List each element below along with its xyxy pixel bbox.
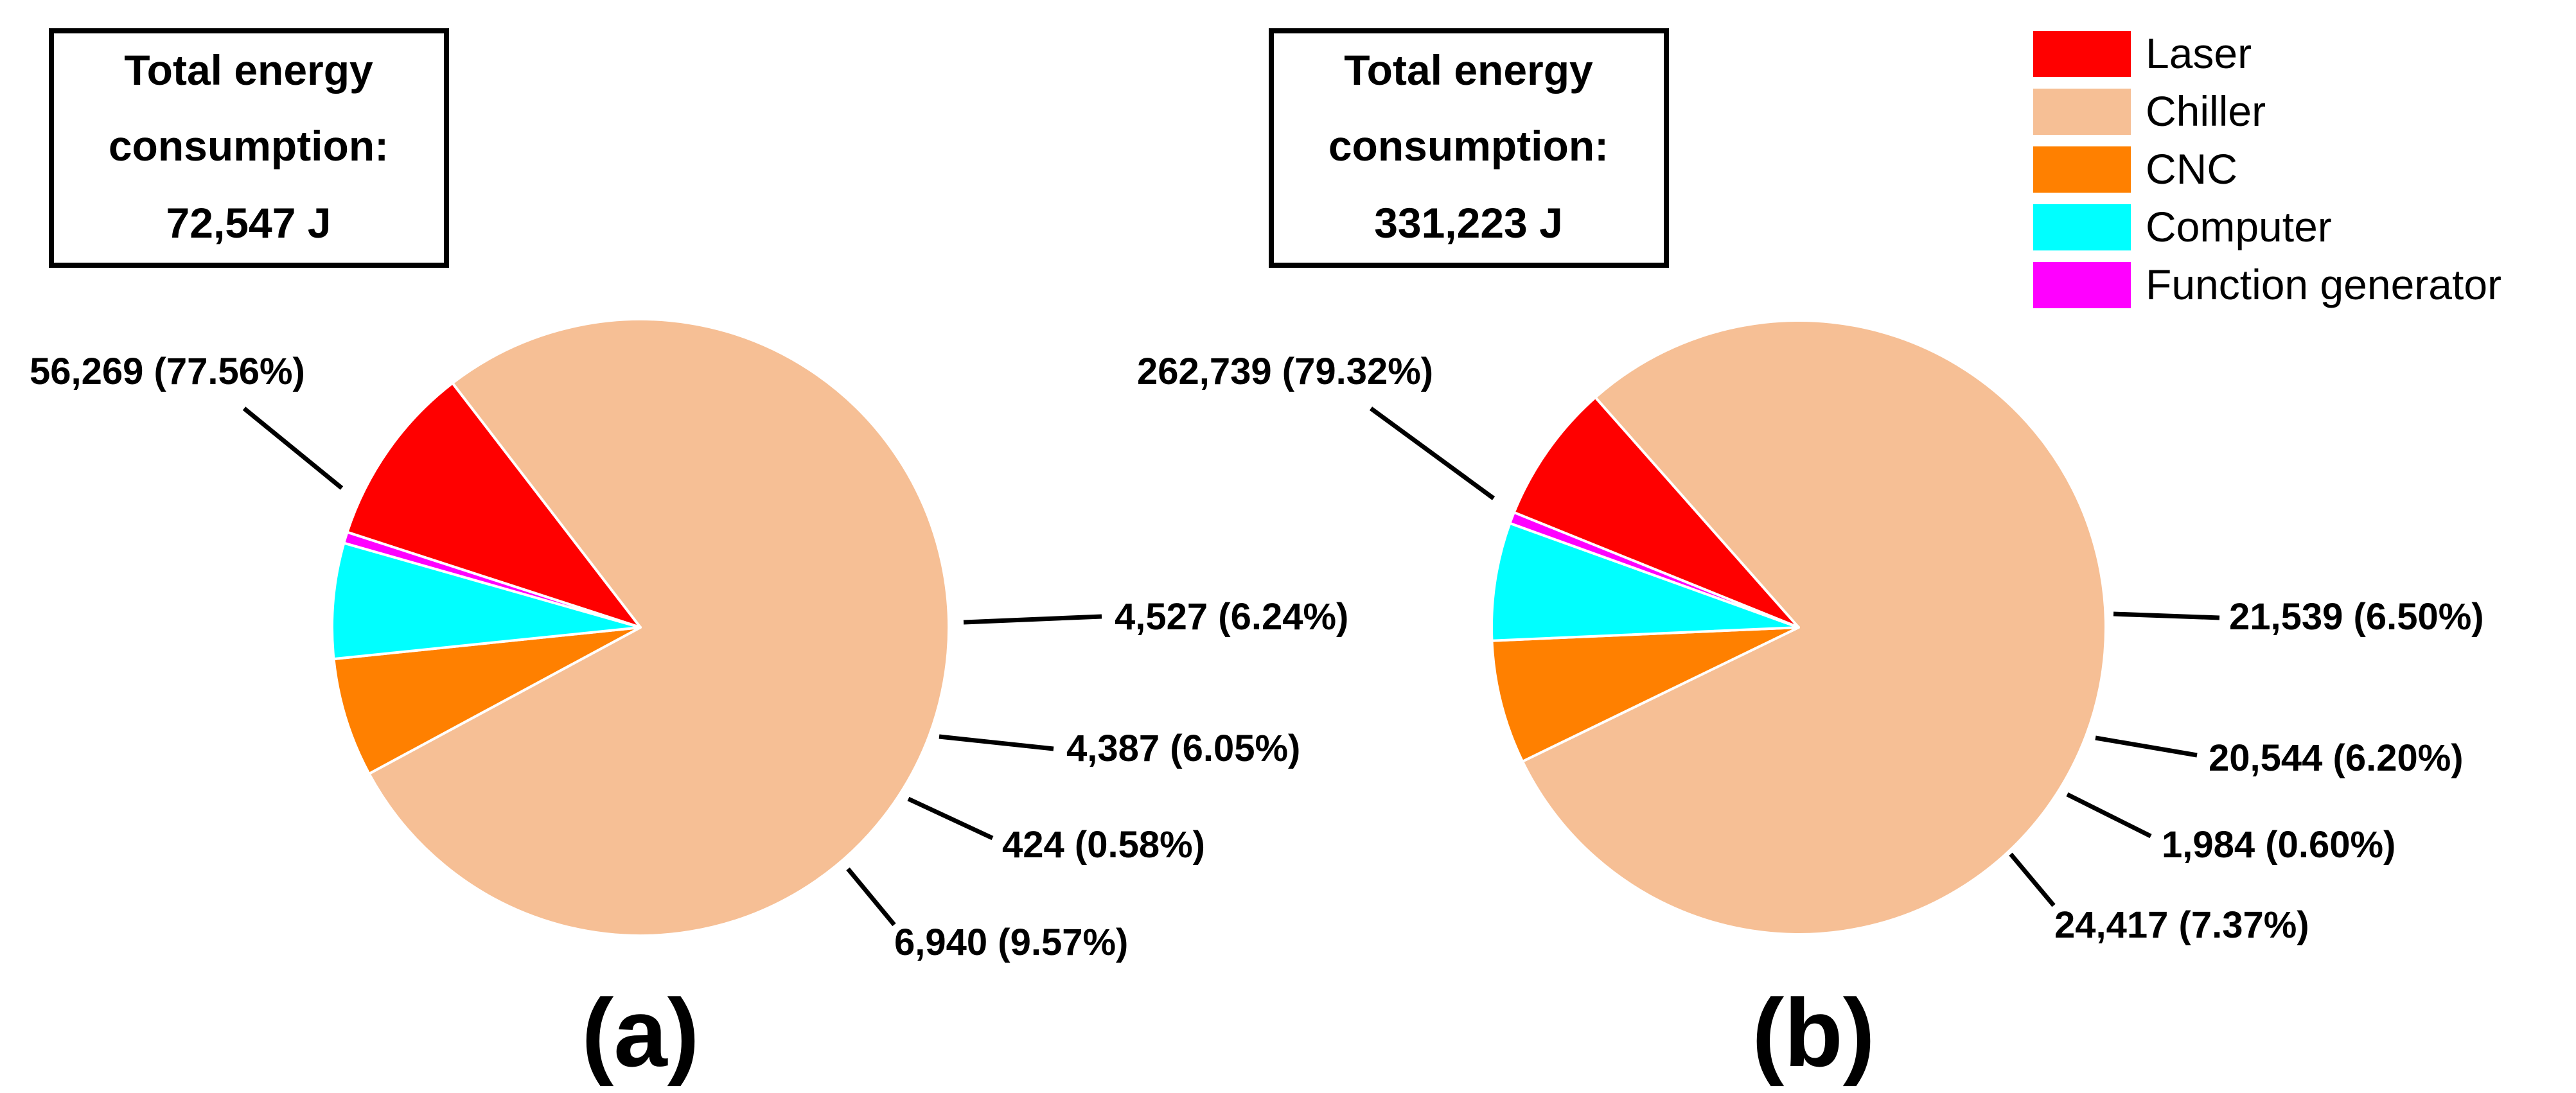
pie-chart-b: [1490, 319, 2107, 936]
legend-swatch-chiller: [2033, 89, 2131, 135]
pie-slice-function-generator: [342, 530, 642, 629]
data-label-b-laser: 24,417 (7.37%): [2054, 904, 2309, 946]
legend-swatch-laser: [2033, 31, 2131, 77]
leader-line-a-chiller: [242, 407, 344, 490]
total-box-a-line3: 72,547 J: [166, 199, 331, 247]
data-label-b-cnc: 21,539 (6.50%): [2229, 596, 2484, 638]
data-label-a-chiller: 56,269 (77.56%): [30, 351, 305, 392]
pie-slice-cnc: [1490, 626, 1800, 763]
legend-label-chiller: Chiller: [2146, 87, 2266, 135]
pie-slice-chiller: [367, 318, 950, 937]
leader-line-b-computer: [2095, 735, 2198, 758]
total-box-a-frame: [49, 28, 449, 268]
legend: Laser Chiller CNC Computer Function gene…: [2033, 30, 2501, 308]
pie-slice-laser: [1512, 396, 1800, 629]
pie-slice-computer: [1490, 521, 1800, 642]
leader-line-b-function-generator: [2066, 792, 2152, 839]
total-box-a-line2: consumption:: [109, 122, 389, 170]
leader-line-a-laser: [846, 867, 896, 927]
data-label-a-function-generator: 424 (0.58%): [1002, 824, 1205, 866]
total-box-a-line1: Total energy: [124, 46, 373, 94]
total-box-b-line1: Total energy: [1344, 46, 1593, 94]
data-label-b-computer: 20,544 (6.20%): [2209, 737, 2464, 779]
total-box-b-line3: 331,223 J: [1374, 199, 1563, 247]
leader-line-b-cnc: [2113, 611, 2220, 620]
total-box-a: Total energy consumption: 72,547 J: [49, 28, 449, 268]
legend-swatch-cnc: [2033, 146, 2131, 193]
total-box-b-frame: [1269, 28, 1669, 268]
legend-swatch-function-generator: [2033, 262, 2131, 308]
data-label-a-computer: 4,387 (6.05%): [1066, 728, 1300, 769]
leader-line-a-computer: [939, 734, 1054, 751]
legend-label-function-generator: Function generator: [2146, 261, 2501, 308]
legend-label-cnc: CNC: [2146, 145, 2237, 193]
panel-label-a: (a): [581, 979, 699, 1087]
total-box-b-line2: consumption:: [1328, 122, 1609, 170]
leader-line-a-function-generator: [907, 796, 994, 841]
pie-slice-laser: [346, 381, 642, 629]
legend-label-computer: Computer: [2146, 203, 2332, 250]
pie-chart-a: [331, 318, 950, 937]
leader-line-a-cnc: [963, 614, 1102, 625]
data-label-b-chiller: 262,739 (79.32%): [1137, 351, 1433, 392]
pie-slice-cnc: [332, 626, 642, 775]
total-box-b: Total energy consumption: 331,223 J: [1269, 28, 1669, 268]
data-label-a-cnc: 4,527 (6.24%): [1115, 596, 1348, 638]
pie-slice-computer: [331, 541, 642, 661]
data-label-b-function-generator: 1,984 (0.60%): [2162, 824, 2395, 866]
leader-line-b-laser: [2009, 852, 2056, 907]
pie-slice-chiller: [1521, 319, 2107, 936]
panel-label-b: (b): [1752, 979, 1875, 1087]
legend-swatch-computer: [2033, 204, 2131, 250]
pie-slice-function-generator: [1508, 511, 1800, 629]
leader-line-b-chiller: [1369, 407, 1495, 500]
legend-label-laser: Laser: [2146, 30, 2252, 77]
data-label-a-laser: 6,940 (9.57%): [894, 922, 1128, 963]
